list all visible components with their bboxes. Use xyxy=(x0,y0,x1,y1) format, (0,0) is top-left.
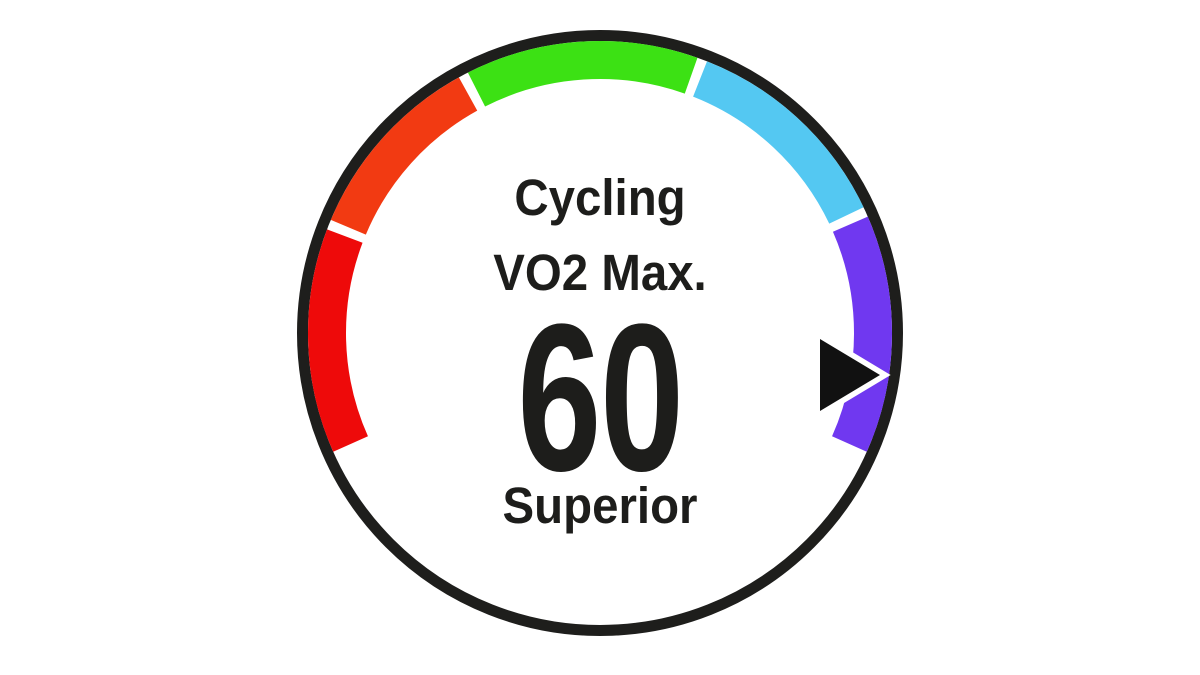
orange-red-segment xyxy=(330,77,478,235)
red-segment xyxy=(308,229,369,452)
rating-label: Superior xyxy=(503,477,698,534)
green-segment xyxy=(467,41,698,107)
pointer-arrow-fill xyxy=(820,339,880,411)
light-blue-segment xyxy=(692,61,864,224)
purple-segment xyxy=(831,216,892,452)
pointer-arrow-icon xyxy=(814,329,891,421)
gauge-segments xyxy=(308,41,892,452)
vo2max-value: 60 xyxy=(517,279,682,514)
watch-bezel-ring xyxy=(297,30,903,636)
activity-label: Cycling xyxy=(514,169,685,226)
metric-label: VO2 Max. xyxy=(493,244,706,301)
